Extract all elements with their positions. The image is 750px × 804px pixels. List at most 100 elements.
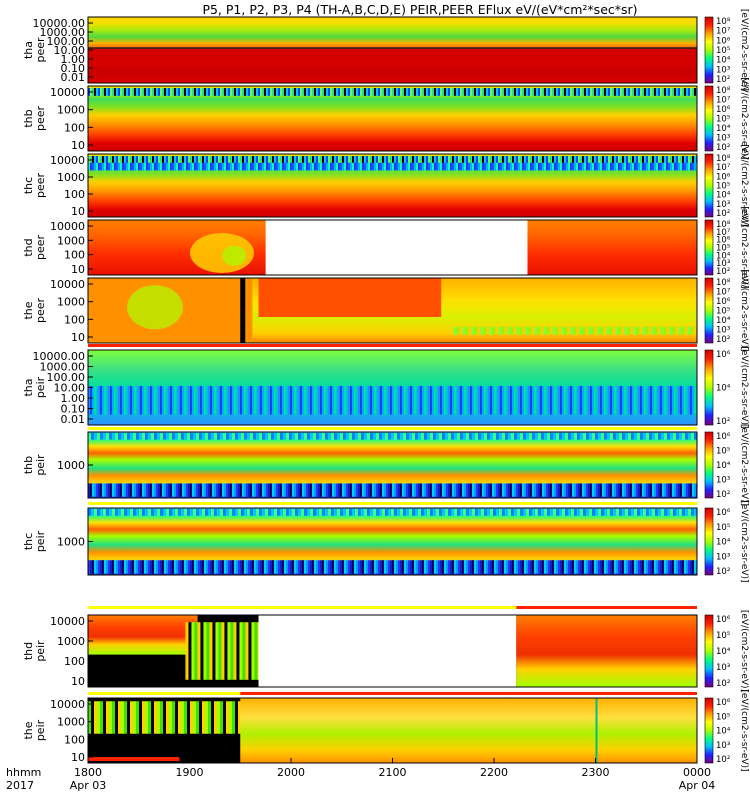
noise-cell	[174, 88, 177, 96]
noise-cell	[462, 386, 465, 415]
noise-cell	[628, 560, 631, 574]
noise-cell	[283, 433, 287, 440]
noise-cell	[106, 386, 109, 415]
colorbar-tick-label: 10⁴	[716, 727, 731, 737]
noise-cell	[202, 88, 205, 96]
noise-cell	[146, 483, 149, 497]
noise-cell	[666, 88, 669, 96]
noise-cell	[626, 386, 629, 415]
noise-cell	[228, 88, 231, 96]
noise-cell	[658, 560, 661, 574]
noise-cell	[412, 386, 415, 415]
noise-cell	[550, 88, 553, 96]
noise-cell	[206, 483, 209, 497]
y-tick-label: 100.00	[47, 35, 86, 48]
noise-cell	[160, 560, 163, 574]
noise-cell	[586, 162, 589, 171]
noise-cell	[330, 156, 333, 164]
noise-cell	[540, 326, 544, 335]
noise-cell	[682, 386, 685, 415]
noise-cell	[350, 88, 353, 96]
noise-cell	[622, 483, 625, 497]
noise-cell	[694, 560, 697, 574]
noise-cell	[206, 622, 210, 680]
noise-cell	[380, 560, 383, 574]
noise-cell	[324, 156, 327, 164]
noise-cell	[640, 386, 643, 415]
noise-cell	[676, 560, 679, 574]
noise-cell	[536, 156, 539, 164]
noise-cell	[662, 156, 665, 164]
noise-cell	[596, 156, 599, 164]
noise-cell	[691, 509, 695, 516]
noise-cell	[96, 386, 99, 415]
colorbar-label: [eV/(cm2-s-sr-eV)]	[739, 500, 749, 582]
noise-cell	[204, 483, 207, 497]
y-tick-label: 10000	[50, 220, 85, 233]
noise-cell	[248, 560, 251, 574]
noise-cell	[576, 326, 580, 335]
noise-cell	[642, 386, 645, 415]
noise-cell	[655, 509, 659, 516]
noise-cell	[211, 433, 215, 440]
noise-cell	[541, 433, 545, 440]
noise-cell	[178, 560, 181, 574]
noise-cell	[382, 386, 385, 415]
spike	[595, 698, 598, 763]
noise-cell	[306, 162, 309, 171]
noise-cell	[102, 88, 105, 96]
noise-cell	[648, 386, 651, 415]
noise-cell	[277, 509, 281, 516]
noise-cell	[420, 560, 423, 574]
noise-cell	[396, 483, 399, 497]
noise-cell	[474, 88, 477, 96]
noise-cell	[212, 88, 215, 96]
noise-cell	[214, 509, 218, 516]
noise-cell	[468, 483, 471, 497]
noise-cell	[152, 386, 155, 415]
noise-cell	[160, 433, 164, 440]
noise-cell	[245, 622, 249, 680]
noise-cell	[121, 433, 125, 440]
noise-cell	[684, 560, 687, 574]
noise-cell	[282, 386, 285, 415]
noise-cell	[184, 88, 187, 96]
colorbar-tick-label: 10⁸	[716, 17, 731, 27]
noise-cell	[398, 88, 401, 96]
noise-cell	[276, 162, 279, 171]
noise-cell	[606, 326, 610, 335]
noise-cell	[238, 156, 241, 164]
noise-cell	[190, 701, 194, 734]
noise-cell	[110, 156, 113, 164]
noise-cell	[242, 88, 245, 96]
noise-cell	[451, 509, 455, 516]
noise-cell	[400, 156, 403, 164]
x-tick-label: 2300	[582, 766, 610, 779]
noise-cell	[280, 386, 283, 415]
colorbar-tick-label: 10⁵	[716, 631, 730, 641]
panel-frame	[87, 277, 698, 344]
noise-cell	[283, 509, 287, 516]
noise-cell	[670, 509, 674, 516]
noise-cell	[344, 560, 347, 574]
noise-cell	[654, 326, 658, 335]
noise-cell	[642, 326, 646, 335]
noise-cell	[312, 386, 315, 415]
noise-cell	[498, 560, 501, 574]
noise-cell	[106, 88, 109, 96]
noise-cell	[216, 88, 219, 96]
colorbar	[704, 697, 714, 764]
noise-cell	[162, 88, 165, 96]
noise-cell	[168, 156, 171, 164]
noise-cell	[472, 386, 475, 415]
noise-cell	[370, 509, 374, 516]
noise-cell	[380, 156, 383, 164]
noise-cell	[470, 560, 473, 574]
noise-cell	[222, 560, 225, 574]
noise-cell	[386, 386, 389, 415]
noise-cell	[674, 162, 677, 171]
noise-cell	[154, 162, 157, 171]
noise-cell	[312, 483, 315, 497]
noise-cell	[652, 386, 655, 415]
noise-cell	[678, 386, 681, 415]
